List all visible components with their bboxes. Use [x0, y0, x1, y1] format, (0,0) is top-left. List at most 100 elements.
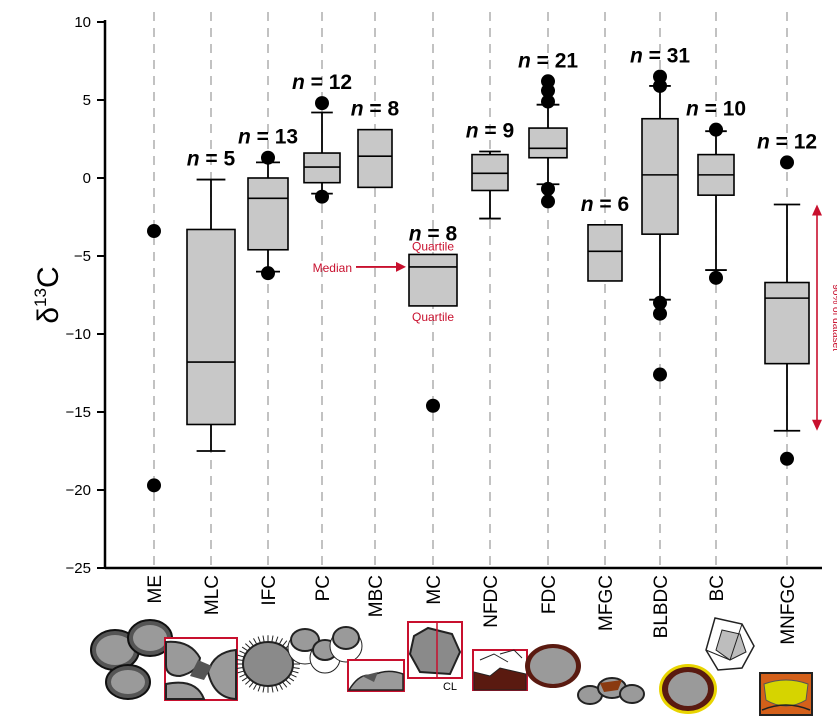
- mbc-illustration: [347, 659, 405, 692]
- annotation-quartile-bottom: Quartile: [412, 310, 454, 324]
- ifc-fringe-line: [275, 685, 279, 692]
- ifc-fringe-line: [278, 683, 283, 690]
- ifc-grain: [242, 641, 294, 687]
- n-label-blbdc: n = 31: [630, 45, 690, 68]
- y-tick-label: −10: [66, 326, 91, 343]
- mbc-bridge: [362, 672, 378, 682]
- ifc-fringe-line: [292, 667, 300, 670]
- box-iqr: [357, 128, 393, 189]
- ifc-fringe-line: [253, 683, 258, 690]
- mc-illustration: CL: [407, 621, 463, 693]
- n-label-mnfgc: n = 12: [757, 130, 817, 153]
- n-label-pc: n = 12: [292, 71, 352, 94]
- n-label-ifc: n = 13: [238, 126, 298, 149]
- n-label-mfgc: n = 6: [581, 193, 629, 216]
- ifc-fringe-line: [285, 679, 291, 685]
- n-value: = 8: [364, 98, 400, 121]
- mc-grain: [408, 626, 462, 676]
- box-group-fdc: [528, 74, 568, 209]
- outlier-point: [541, 94, 555, 109]
- ifc-fringe-line: [287, 676, 295, 682]
- ifc-fringe-line: [278, 638, 283, 645]
- outlier-point: [426, 398, 440, 413]
- outlier-point: [653, 295, 667, 310]
- category-label-mbc: MBC: [366, 575, 387, 617]
- outlier-point: [709, 270, 723, 285]
- n-value: = 6: [594, 193, 630, 216]
- n-label-nfdc: n = 9: [466, 119, 514, 142]
- mlc-illustration: [164, 637, 238, 701]
- box-plots: [147, 69, 810, 493]
- annotation-median: Median: [313, 261, 352, 275]
- y-tick-label: −20: [66, 482, 91, 499]
- category-label-mc: MC: [424, 575, 445, 605]
- outlier-point: [315, 189, 329, 204]
- n-symbol: n: [292, 71, 305, 94]
- pc-grain: [332, 626, 360, 650]
- outlier-point: [541, 181, 555, 196]
- outlier-point: [261, 150, 275, 165]
- ifc-fringe-line: [236, 658, 244, 661]
- ifc-fringe-line: [257, 636, 261, 643]
- box-group-pc: [303, 96, 341, 204]
- mnfgc-lines: [761, 704, 811, 711]
- outlier-point: [147, 224, 161, 239]
- ifc-fringe-line: [271, 635, 274, 642]
- box-iqr: [641, 117, 679, 235]
- n-symbol: n: [351, 98, 364, 121]
- annotation-range: 90% of dataset: [830, 284, 837, 351]
- ifc-fringe-line: [245, 643, 251, 649]
- box-group-nfdc: [471, 150, 509, 220]
- outlier-point: [780, 451, 794, 466]
- ifc-fringe-line: [271, 686, 274, 693]
- n-label-mbc: n = 8: [351, 98, 400, 121]
- ifc-fringe-line: [282, 640, 288, 647]
- category-label-fdc: FDC: [539, 575, 560, 614]
- bc-illustration: [705, 617, 755, 671]
- ifc-fringe-line: [290, 673, 297, 678]
- category-label-me: ME: [145, 575, 166, 604]
- outlier-point: [653, 78, 667, 93]
- category-label-pc: PC: [313, 575, 334, 601]
- ifc-fringe-line: [262, 635, 265, 642]
- category-label-mlc: MLC: [202, 575, 223, 615]
- ifc-fringe-line: [262, 686, 265, 693]
- mfgc-illustration: [577, 677, 645, 705]
- n-value: = 21: [531, 49, 579, 72]
- mc-cl-label: CL: [443, 681, 457, 693]
- outlier-point: [653, 306, 667, 321]
- ifc-fringe-line: [253, 638, 258, 645]
- n-value: = 12: [305, 71, 352, 94]
- y-axis-label-sup: 13: [31, 288, 50, 307]
- bc-lines: [705, 623, 743, 661]
- annotations: Quartile Quartile Median 90% of dataset: [313, 204, 837, 431]
- pc-grain: [290, 628, 320, 652]
- y-axis-label: δ13C: [31, 266, 65, 323]
- box-group-bc: [697, 122, 735, 285]
- box-group-mbc: [357, 128, 393, 189]
- annotation-quartile-top: Quartile: [412, 239, 454, 253]
- outlier-point: [653, 367, 667, 382]
- outlier-point: [315, 96, 329, 111]
- blbdc-grain: [668, 672, 708, 706]
- ifc-fringe-line: [291, 670, 299, 674]
- axes: 10 5 0 −5 −10 −15 −20 −25 δ13C: [31, 14, 822, 577]
- blbdc-illustration: [659, 664, 717, 714]
- category-illustrations: CL: [90, 617, 813, 716]
- outlier-point: [541, 194, 555, 209]
- box-group-mc: [408, 253, 458, 413]
- outlier-point: [780, 155, 794, 170]
- mfgc-grain: [619, 684, 645, 704]
- n-symbol: n: [518, 49, 531, 72]
- outlier-point: [147, 478, 161, 493]
- ifc-fringe-line: [241, 646, 249, 652]
- fdc-illustration: [525, 644, 581, 688]
- y-tick-label: 5: [83, 92, 91, 109]
- category-label-nfdc: NFDC: [481, 575, 502, 628]
- mfgc-cement: [600, 680, 622, 692]
- box-iqr: [528, 127, 568, 159]
- n-symbol: n: [238, 126, 251, 149]
- ifc-fringe-line: [248, 640, 254, 647]
- outlier-point: [541, 83, 555, 98]
- y-tick-label: −5: [74, 248, 91, 265]
